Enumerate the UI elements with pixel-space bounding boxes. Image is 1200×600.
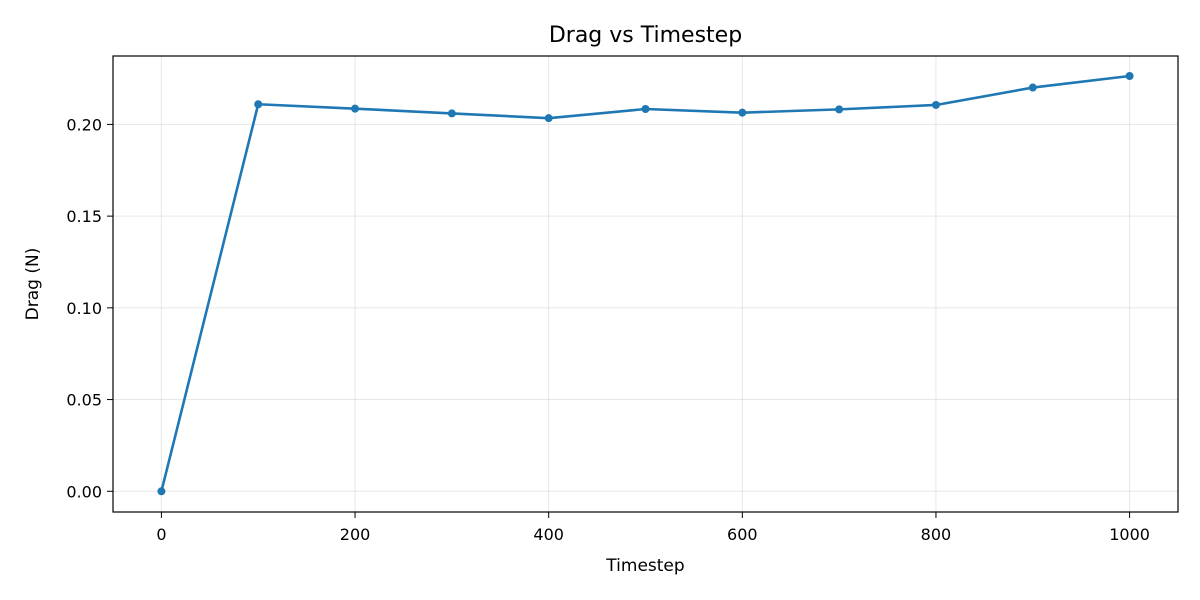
y-tick-label-1: 0.05 <box>66 391 102 410</box>
y-tick-label-4: 0.20 <box>66 115 102 134</box>
data-point-0-8 <box>932 101 940 109</box>
series <box>157 72 1133 495</box>
chart-title: Drag vs Timestep <box>549 23 742 48</box>
series-line-0 <box>161 76 1129 491</box>
x-axis-label: Timestep <box>605 556 684 576</box>
y-axis-label: Drag (N) <box>23 248 43 321</box>
y-tick-label-2: 0.10 <box>66 299 102 318</box>
data-point-0-7 <box>835 105 843 113</box>
y-tick-label-3: 0.15 <box>66 207 102 226</box>
data-point-0-1 <box>254 100 262 108</box>
x-tick-label-3: 600 <box>727 525 758 544</box>
data-point-0-9 <box>1029 84 1037 92</box>
data-point-0-2 <box>351 105 359 113</box>
data-point-0-10 <box>1126 72 1134 80</box>
x-tick-label-4: 800 <box>921 525 952 544</box>
x-tick-label-5: 1000 <box>1109 525 1150 544</box>
x-tick-label-1: 200 <box>340 525 371 544</box>
data-point-0-4 <box>545 114 553 122</box>
x-tick-label-0: 0 <box>156 525 166 544</box>
y-tick-label-0: 0.00 <box>66 482 102 501</box>
axis-ticks: 0 200 400 600 800 1000 0.00 0.05 0.10 0.15 0.20 <box>66 115 1150 544</box>
grid <box>113 56 1178 512</box>
data-point-0-0 <box>157 487 165 495</box>
data-point-0-6 <box>738 109 746 117</box>
x-tick-label-2: 400 <box>533 525 564 544</box>
data-point-0-3 <box>448 109 456 117</box>
data-point-0-5 <box>642 105 650 113</box>
